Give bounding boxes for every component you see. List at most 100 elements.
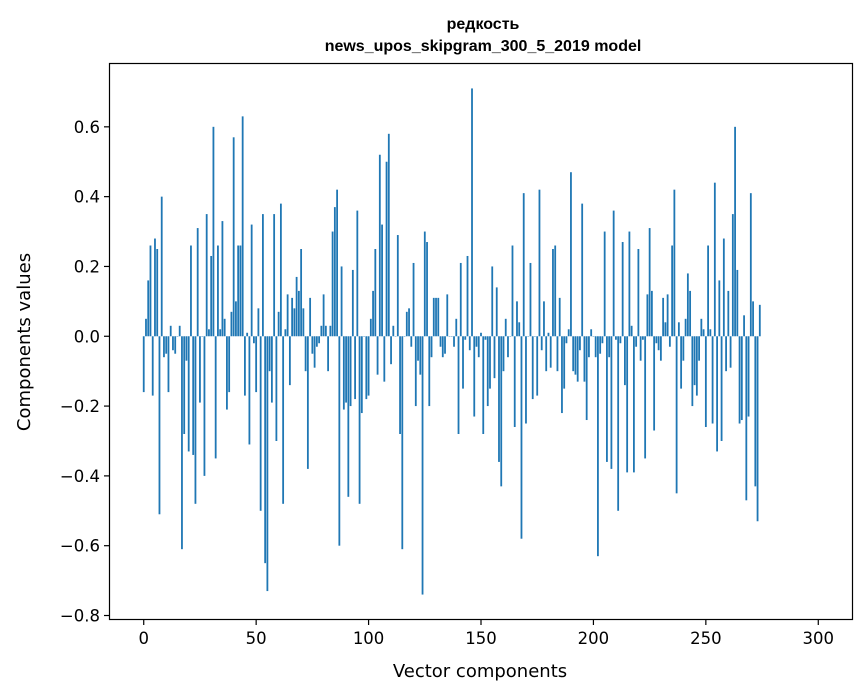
bar (351, 269, 354, 337)
bar (648, 228, 651, 337)
bar (655, 336, 658, 344)
bar (333, 207, 336, 337)
bar (158, 336, 161, 515)
bar (475, 336, 478, 347)
bar (677, 322, 680, 337)
bar (563, 336, 566, 389)
bar (556, 336, 559, 372)
x-tick-label: 250 (690, 629, 722, 648)
bar (172, 336, 174, 351)
bar (666, 294, 669, 337)
bar (659, 336, 662, 361)
bar (617, 336, 620, 511)
bar (286, 294, 289, 337)
bar (329, 325, 332, 337)
bar (390, 336, 392, 365)
bar (237, 245, 240, 337)
bar (154, 238, 156, 337)
bar (228, 336, 231, 393)
bar (399, 336, 401, 434)
bar (446, 294, 449, 337)
bar (423, 231, 426, 337)
bar (570, 172, 572, 337)
bar (459, 262, 462, 337)
y-tick-label: 0.6 (74, 118, 100, 137)
bar (235, 301, 237, 337)
bar (754, 336, 757, 487)
bar (376, 336, 379, 375)
bar (507, 336, 509, 358)
bar (464, 336, 467, 340)
bar (653, 336, 656, 431)
bar (718, 280, 721, 337)
bar (743, 315, 745, 337)
bar (183, 336, 186, 434)
bar (145, 318, 147, 337)
bar (408, 308, 410, 337)
bar (511, 245, 514, 337)
bar (378, 154, 381, 337)
bar (704, 336, 707, 428)
y-axis-label: Components values (14, 253, 35, 431)
bar (421, 336, 424, 595)
plot-frame (108, 62, 854, 621)
bar (572, 336, 575, 372)
bar (383, 336, 386, 382)
bar (185, 336, 188, 361)
bar (738, 336, 741, 424)
bar (426, 242, 428, 337)
bar (142, 336, 145, 393)
bar (151, 336, 154, 396)
bar (673, 189, 676, 337)
x-tick-label: 0 (138, 629, 149, 648)
bar (567, 329, 570, 337)
bar (603, 231, 606, 337)
bar (650, 290, 653, 337)
bar (491, 266, 494, 337)
bar (306, 336, 309, 469)
y-tick-label: 0.4 (74, 188, 100, 207)
bar (205, 214, 208, 337)
bar (693, 336, 696, 386)
bar (208, 329, 210, 337)
bar (574, 336, 577, 375)
bar (702, 329, 705, 337)
bar (432, 297, 435, 337)
bar (500, 336, 503, 487)
bar (318, 336, 321, 344)
bar (246, 332, 249, 337)
x-tick-label: 150 (465, 629, 497, 648)
bar (396, 235, 399, 337)
bar (320, 325, 323, 337)
bar (691, 336, 694, 407)
chart-title: редкость (447, 16, 520, 33)
bar (273, 214, 276, 337)
bar (405, 311, 408, 337)
bar (241, 116, 244, 337)
bar (226, 336, 228, 410)
bar (641, 336, 644, 340)
bar (540, 336, 543, 351)
bar (428, 336, 431, 407)
bar (262, 214, 264, 337)
bar (552, 249, 554, 337)
bar (531, 336, 534, 400)
bar (331, 231, 334, 337)
bar (606, 336, 608, 462)
bar (498, 336, 500, 462)
bar (709, 329, 712, 337)
bar (713, 182, 716, 337)
bar (599, 336, 602, 354)
bar (385, 161, 388, 337)
bar (336, 189, 338, 337)
bar (493, 336, 496, 379)
bar (147, 280, 150, 337)
bar (275, 336, 278, 441)
bar (749, 193, 752, 337)
x-tick-label: 200 (578, 629, 610, 648)
bar (282, 336, 285, 504)
bar (689, 290, 692, 337)
bar (486, 336, 489, 407)
bar (223, 318, 226, 337)
